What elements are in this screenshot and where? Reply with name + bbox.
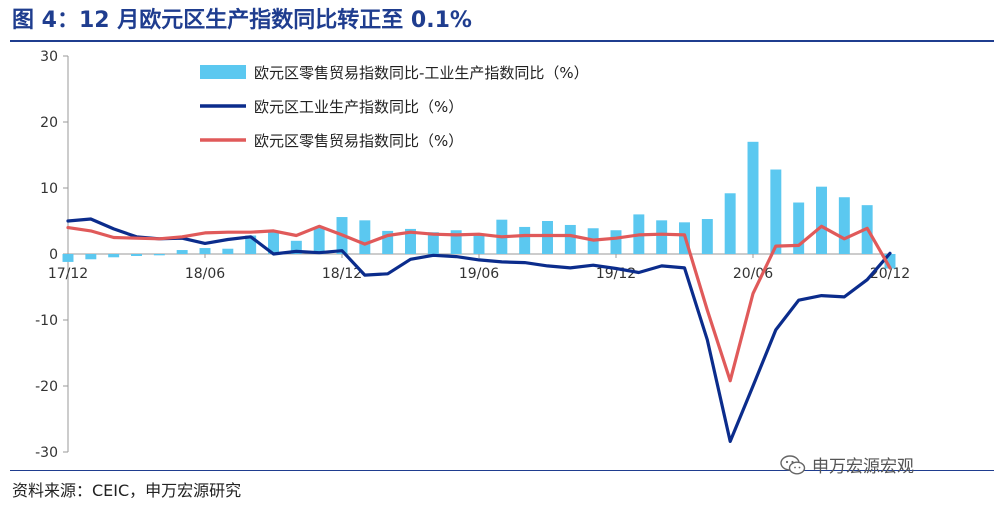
chart-legend: 欧元区零售贸易指数同比-工业生产指数同比（%） 欧元区工业生产指数同比（%） 欧元区… — [200, 64, 589, 150]
y-tick-label: -10 — [35, 313, 58, 329]
legend-label: 欧元区零售贸易指数同比（%） — [254, 132, 463, 150]
bar — [222, 248, 234, 254]
x-tick-label: 20/06 — [733, 266, 773, 282]
bar — [519, 226, 531, 254]
bar — [542, 221, 553, 254]
bar — [564, 224, 576, 254]
bar — [85, 254, 97, 260]
bar — [62, 254, 74, 262]
y-tick-label: -20 — [35, 379, 58, 395]
bar — [290, 240, 302, 254]
x-tick-label: 18/12 — [322, 266, 362, 282]
watermark: 申万宏源宏观 — [780, 452, 914, 477]
bar — [427, 232, 439, 254]
watermark-text: 申万宏源宏观 — [812, 457, 914, 477]
line-series — [66, 217, 892, 443]
bar — [793, 202, 805, 254]
bar — [382, 230, 394, 254]
bar — [313, 227, 325, 254]
wechat-icon — [780, 454, 806, 475]
title-rule — [10, 40, 994, 42]
y-tick-label: 10 — [40, 181, 58, 197]
legend-swatch-bar — [200, 65, 246, 79]
bar — [450, 230, 462, 254]
bar — [884, 254, 896, 269]
bar — [816, 186, 827, 254]
bar — [747, 141, 759, 254]
bar — [131, 254, 142, 256]
bar — [701, 219, 713, 254]
bar-series — [62, 141, 896, 269]
bar — [176, 250, 188, 254]
bar — [473, 235, 485, 254]
x-tick-label: 20/12 — [870, 266, 910, 282]
bar — [153, 254, 165, 256]
bar — [359, 220, 371, 254]
legend-label: 欧元区工业生产指数同比（%） — [254, 98, 463, 116]
bar — [770, 169, 782, 254]
bar — [724, 193, 736, 254]
x-tick-label: 17/12 — [48, 266, 88, 282]
bar — [405, 228, 416, 254]
y-tick-label: 0 — [49, 247, 58, 263]
x-tick-label: 19/06 — [459, 266, 499, 282]
bar — [245, 235, 257, 254]
legend-label: 欧元区零售贸易指数同比-工业生产指数同比（%） — [254, 64, 589, 82]
y-tick-label: 20 — [40, 115, 58, 131]
bar — [268, 230, 279, 254]
bar — [108, 254, 120, 258]
industrial-production-line — [66, 217, 892, 443]
source-rule — [10, 470, 994, 471]
bar — [610, 230, 622, 254]
y-tick-label: -30 — [35, 445, 58, 461]
bar — [199, 248, 211, 254]
y-tick-label: 30 — [40, 49, 58, 65]
bar — [656, 220, 668, 254]
source-note: 资料来源：CEIC，申万宏源研究 — [12, 481, 242, 500]
chart-title: 图 4：12 月欧元区生产指数同比转正至 0.1% — [12, 8, 472, 33]
x-tick-label: 18/06 — [185, 266, 225, 282]
retail-trade-line — [66, 224, 892, 383]
bar — [838, 197, 850, 254]
